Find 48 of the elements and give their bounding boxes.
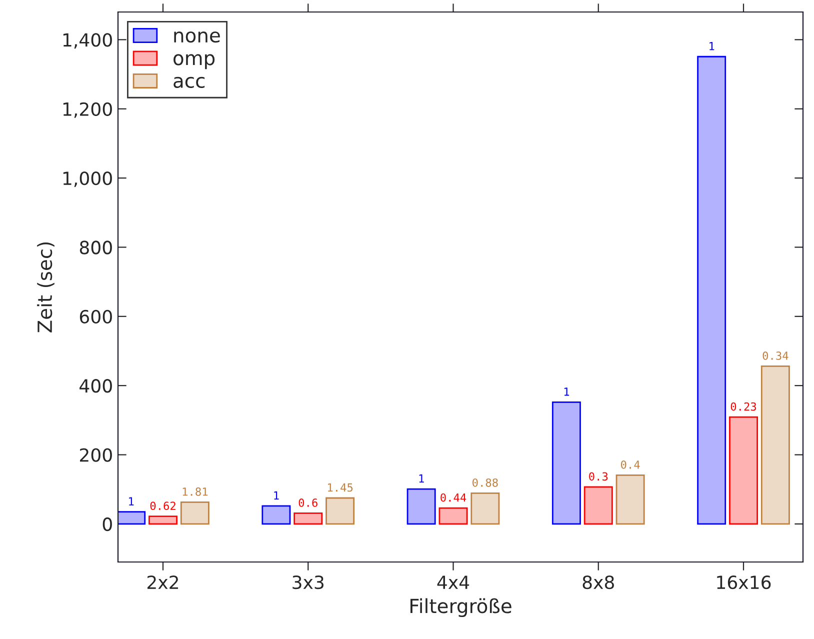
bar — [326, 497, 355, 525]
y-tick-label: 400 — [80, 379, 112, 393]
bar — [180, 501, 210, 525]
annotation: 1 — [129, 497, 134, 506]
annotation: 0.62 — [150, 502, 176, 510]
annotation: 0.4 — [620, 460, 640, 469]
annotation: 0.3 — [589, 472, 608, 481]
y-tick-label: 1,200 — [63, 102, 112, 118]
bar — [760, 366, 790, 525]
annotation: 0.23 — [730, 402, 756, 411]
annotation: 1.45 — [328, 483, 353, 492]
x-tick-label: 4x4 — [437, 576, 470, 589]
legend-label: acc — [174, 76, 205, 88]
annotation: 1.81 — [182, 487, 208, 496]
bar — [438, 507, 468, 525]
legend-label: none — [174, 31, 220, 43]
bar — [697, 56, 726, 525]
x-tick-label: 8x8 — [582, 576, 614, 590]
annotation: 1 — [419, 474, 424, 483]
annotation: 0.6 — [298, 498, 318, 507]
annotation: 0.34 — [762, 351, 788, 360]
bar — [470, 492, 500, 525]
bar — [118, 511, 146, 525]
y-tick-label: 1,000 — [63, 171, 112, 187]
annotation: 1 — [564, 388, 570, 396]
bar — [729, 416, 758, 525]
x-tick-label: 3x3 — [292, 576, 324, 590]
annotation: 0.44 — [440, 493, 466, 502]
legend-label: omp — [174, 54, 215, 70]
y-tick-label: 800 — [80, 240, 112, 254]
x-tick-label: 16x16 — [717, 576, 771, 590]
annotation: 1 — [274, 491, 279, 500]
y-axis-title: Zeit (sec) — [37, 242, 54, 332]
annotation: 0.88 — [472, 478, 498, 487]
annotation: 1 — [710, 42, 714, 50]
bar — [616, 474, 645, 525]
bar — [148, 516, 178, 525]
x-tick-label: 2x2 — [147, 576, 178, 589]
x-axis-title: Filtergröße — [410, 598, 512, 618]
bar — [552, 401, 581, 525]
y-tick-label: 600 — [80, 310, 112, 324]
bar — [294, 512, 323, 525]
y-tick-label: 0 — [102, 517, 112, 532]
bar — [584, 486, 613, 525]
y-tick-label: 200 — [80, 448, 112, 462]
y-tick-label: 1,400 — [63, 33, 112, 49]
bar — [262, 505, 291, 525]
bar — [406, 488, 436, 525]
